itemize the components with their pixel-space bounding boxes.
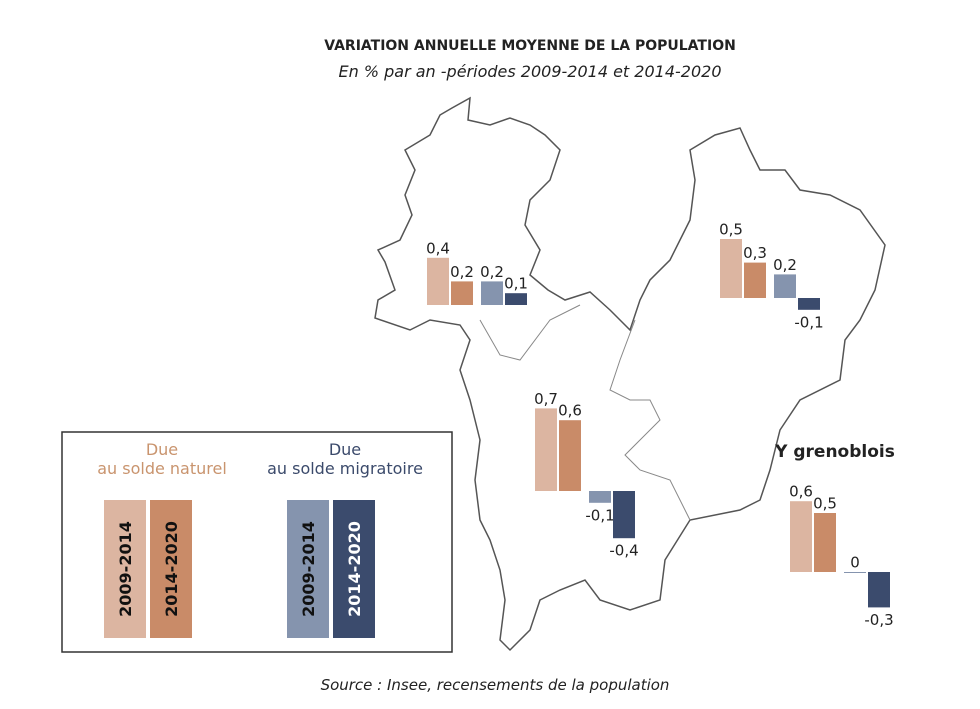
- value-label: -0,3: [864, 611, 893, 629]
- bar: [613, 491, 635, 539]
- bar: [844, 572, 866, 573]
- value-label: 0,3: [743, 244, 767, 262]
- bar: [559, 420, 581, 491]
- value-label: 0,5: [719, 221, 743, 239]
- bar: [798, 298, 820, 310]
- value-label: 0,2: [450, 263, 474, 281]
- value-label: -0,1: [794, 313, 823, 331]
- subtitle: En % par an -périodes 2009-2014 et 2014-…: [339, 62, 722, 81]
- bar: [720, 239, 742, 298]
- legend-title: Due: [329, 440, 361, 459]
- bar: [814, 513, 836, 572]
- value-label: 0,2: [773, 256, 797, 274]
- value-label: 0,6: [558, 402, 582, 420]
- legend-title: au solde naturel: [97, 459, 227, 478]
- value-label: -0,4: [609, 542, 638, 560]
- bar: [505, 293, 527, 305]
- value-label: 0,4: [426, 239, 450, 257]
- value-label: 0: [850, 554, 860, 572]
- zone-name: Y grenoblois: [774, 442, 895, 462]
- legend-label: 2014-2020: [162, 521, 181, 617]
- value-label: -0,1: [585, 506, 614, 524]
- bar: [774, 274, 796, 298]
- bar: [868, 572, 890, 608]
- legend-label: 2009-2014: [299, 521, 318, 617]
- bar: [744, 262, 766, 298]
- bar: [481, 281, 503, 305]
- bar: [790, 501, 812, 572]
- source: Source : Insee, recensements de la popul…: [321, 676, 670, 694]
- legend-box: [61, 431, 453, 653]
- bar: [535, 408, 557, 491]
- map-outline: [374, 96, 886, 652]
- value-label: 0,6: [789, 483, 813, 501]
- legend-title: Due: [146, 440, 178, 459]
- bar: [589, 491, 611, 503]
- value-label: 0,2: [480, 263, 504, 281]
- value-label: 0,5: [813, 495, 837, 513]
- legend-swatch: [104, 500, 146, 638]
- legend-swatch: [287, 500, 329, 638]
- legend-swatch: [333, 500, 375, 638]
- legend-title: au solde migratoire: [267, 459, 423, 478]
- bar: [427, 257, 449, 305]
- legend-label: 2009-2014: [116, 521, 135, 617]
- legend-swatch: [150, 500, 192, 638]
- value-label: 0,1: [504, 275, 528, 293]
- bar: [451, 281, 473, 305]
- title: VARIATION ANNUELLE MOYENNE DE LA POPULAT…: [324, 38, 736, 54]
- legend-label: 2014-2020: [345, 521, 364, 617]
- value-label: 0,7: [534, 390, 558, 408]
